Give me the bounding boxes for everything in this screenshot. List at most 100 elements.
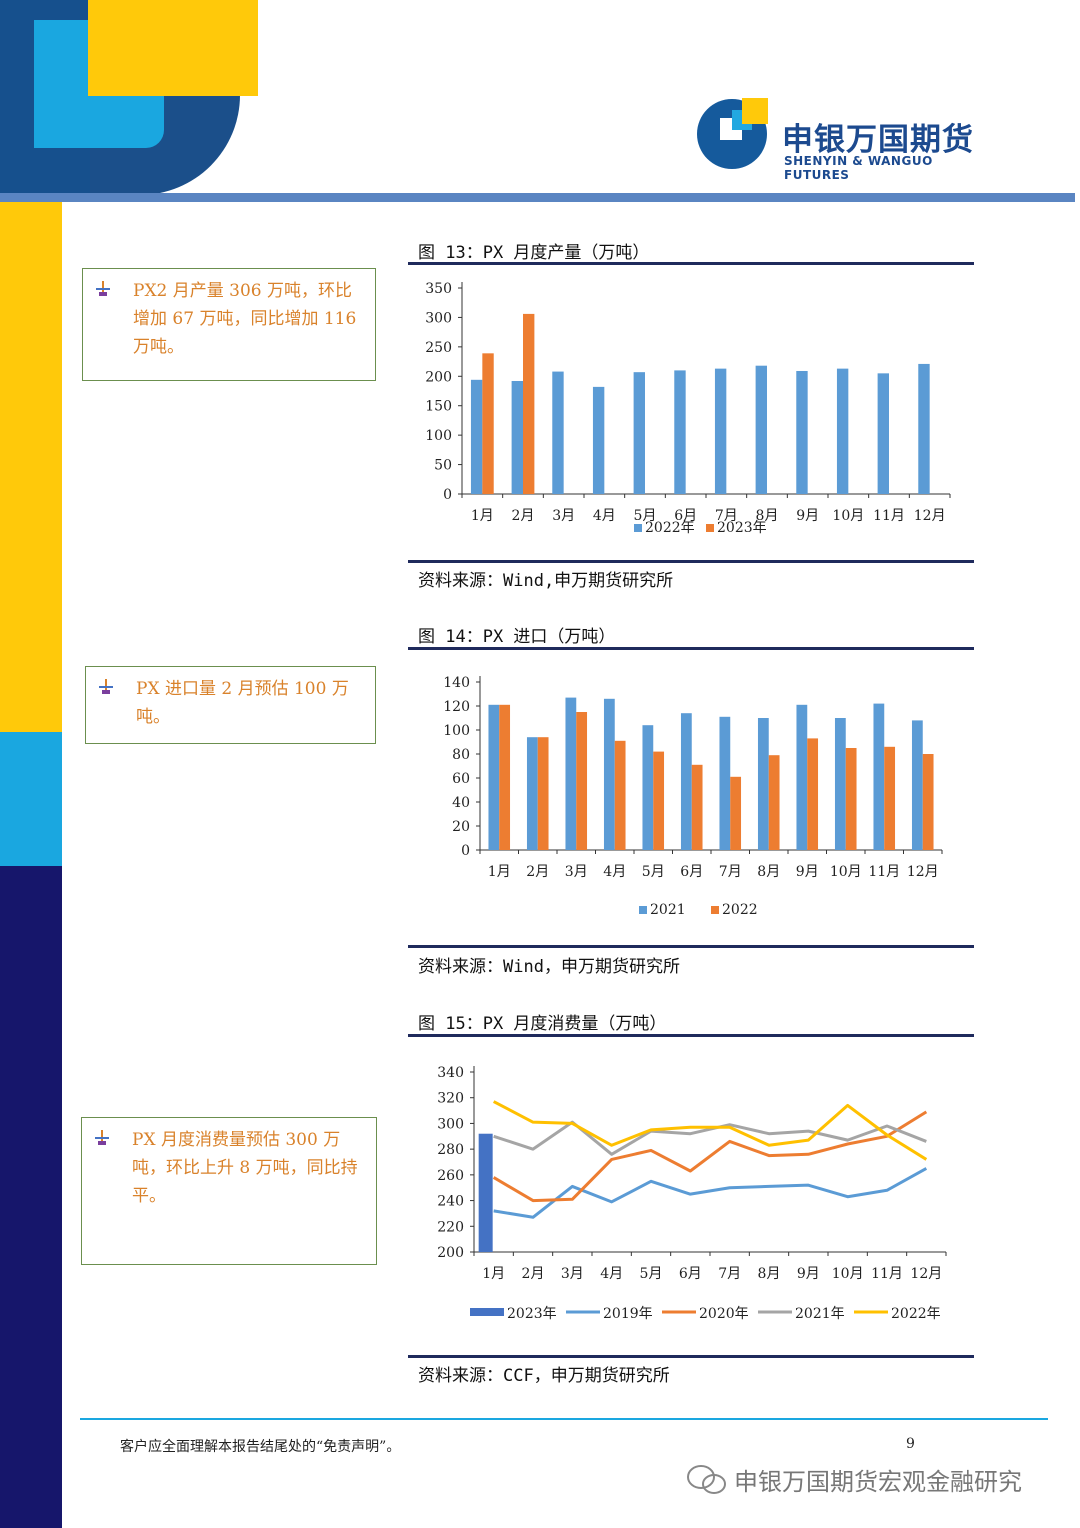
- bar-2022: [807, 738, 819, 850]
- y-tick-label: 300: [425, 310, 452, 326]
- note-text: PX2 月产量 306 万吨，环比增加 67 万吨，同比增加 116 万吨。: [133, 281, 357, 357]
- note-box-production: PX2 月产量 306 万吨，环比增加 67 万吨，同比增加 116 万吨。: [82, 268, 376, 381]
- x-tick-label: 11月: [868, 864, 900, 880]
- bar-2022: [653, 751, 665, 850]
- bullet-icon: [95, 1130, 109, 1145]
- x-tick-label: 10月: [832, 1266, 864, 1282]
- x-tick-label: 3月: [565, 864, 588, 880]
- bar-2022年: [714, 368, 727, 494]
- x-tick-label: 6月: [674, 508, 697, 524]
- bar-2022: [614, 740, 626, 850]
- x-tick-label: 4月: [603, 864, 626, 880]
- x-tick-label: 6月: [679, 1266, 702, 1282]
- y-tick-label: 220: [437, 1219, 464, 1235]
- bar-2022年: [918, 363, 930, 494]
- logo-en-text: SHENYIN & WANGUO FUTURES: [784, 154, 933, 182]
- legend-swatch: [711, 906, 719, 914]
- legend-label: 2021: [650, 902, 686, 918]
- line-2020年: [492, 1110, 928, 1203]
- bar-2022: [499, 704, 511, 850]
- chart-import-svg: 0 20 40 60 80 100 120 140 1月 2月 3月 4月 5月 6月 7月 8月 9月 10月 1…: [443, 675, 943, 918]
- y-tick-label: 260: [437, 1168, 464, 1184]
- x-tick-label: 7月: [719, 864, 742, 880]
- note-text: PX 进口量 2 月预估 100 万吨。: [136, 679, 349, 727]
- line-2019年: [493, 1167, 928, 1219]
- x-tick-label: 4月: [600, 1266, 623, 1282]
- bar-2022年: [511, 380, 523, 494]
- y-tick-label: 140: [443, 675, 470, 691]
- bar-2022年: [633, 372, 645, 494]
- note-box-import: PX 进口量 2 月预估 100 万吨。: [85, 666, 376, 744]
- bar-2021: [911, 720, 923, 850]
- sidebar-cyan-band: [0, 732, 62, 866]
- y-tick-label: 320: [437, 1091, 464, 1107]
- figure-15-top-rule: [408, 1034, 974, 1037]
- bar-2021: [719, 716, 731, 850]
- bar-2021: [757, 718, 769, 850]
- bullet-icon: [99, 679, 113, 694]
- figure-14-bottom-rule: [408, 945, 974, 948]
- header-decoration: [0, 0, 260, 195]
- bullet-icon: [96, 281, 110, 296]
- bar-2022: [576, 712, 588, 850]
- bar-2021: [642, 725, 654, 850]
- y-tick-label: 100: [425, 428, 452, 444]
- legend-label: 2023年: [717, 520, 767, 536]
- x-tick-label: 1月: [482, 1266, 505, 1282]
- y-tick-label: 0: [461, 843, 470, 859]
- bar-2021: [834, 718, 846, 850]
- y-tick-label: 80: [452, 747, 470, 763]
- bar-2022: [922, 754, 934, 850]
- x-tick-label: 10月: [830, 864, 862, 880]
- note-text: PX 月度消费量预估 300 万吨，环比上升 8 万吨，同比持平。: [132, 1130, 358, 1206]
- legend-label: 2020年: [699, 1306, 749, 1322]
- bar-2022年: [592, 386, 605, 494]
- bar-2023年: [478, 1133, 493, 1252]
- figure-13-chart: 0 50 100 150 200 250 300 350 1月 2月 3月 4月 5月 6月 7月 8月 9月 1…: [408, 270, 974, 540]
- x-tick-label: 12月: [910, 1266, 942, 1282]
- y-tick-label: 0: [443, 487, 452, 503]
- bar-2022年: [674, 370, 686, 494]
- bar-2021: [873, 703, 885, 850]
- y-tick-label: 120: [443, 699, 470, 715]
- figure-13-source: 资料来源：Wind,申万期货研究所: [418, 571, 674, 591]
- bar-2022年: [470, 379, 483, 494]
- legend-swatch: [470, 1308, 504, 1316]
- chart-consumption-svg: 200 220 240 260 280 300 320 340 1月 2月 3月 4月 5月 6月 7月 8月…: [437, 1065, 947, 1322]
- y-tick-label: 300: [437, 1116, 464, 1132]
- bar-2021: [526, 737, 538, 850]
- bar-2022: [845, 748, 857, 850]
- footer-disclaimer: 客户应全面理解本报告结尾处的“免责声明”。: [120, 1439, 401, 1455]
- legend-label: 2023年: [507, 1306, 557, 1322]
- legend-label: 2022年: [891, 1306, 941, 1322]
- y-tick-label: 280: [437, 1142, 464, 1158]
- x-tick-label: 1月: [471, 508, 494, 524]
- legend-label: 2021年: [795, 1306, 845, 1322]
- y-tick-label: 100: [443, 723, 470, 739]
- bar-2022: [730, 776, 742, 850]
- y-tick-label: 20: [452, 819, 470, 835]
- figure-15-title: 图 15：PX 月度消费量（万吨）: [418, 1014, 667, 1034]
- x-tick-label: 7月: [718, 1266, 741, 1282]
- x-tick-label: 5月: [634, 508, 657, 524]
- bar-2022: [884, 746, 896, 850]
- legend-label: 2022: [722, 902, 758, 918]
- x-tick-label: 11月: [871, 1266, 903, 1282]
- bar-2022年: [552, 371, 564, 494]
- x-tick-label: 8月: [757, 864, 780, 880]
- legend-label: 2022年: [645, 520, 695, 536]
- x-tick-label: 11月: [873, 508, 905, 524]
- bar-2022: [768, 755, 780, 850]
- x-tick-label: 1月: [488, 864, 511, 880]
- sidebar-yellow-band: [0, 202, 62, 732]
- legend-swatch: [639, 906, 647, 914]
- figure-15-source: 资料来源：CCF，申万期货研究所: [418, 1366, 670, 1386]
- x-tick-label: 9月: [796, 864, 819, 880]
- y-tick-label: 60: [452, 771, 470, 787]
- deco-yellow-block: [88, 0, 258, 96]
- x-tick-label: 10月: [832, 508, 864, 524]
- company-logo: 申银万国期货 SHENYIN & WANGUO FUTURES: [696, 96, 996, 182]
- figure-13-title: 图 13：PX 月度产量（万吨）: [418, 243, 650, 263]
- header-rule: [0, 193, 1075, 202]
- x-tick-label: 12月: [907, 864, 939, 880]
